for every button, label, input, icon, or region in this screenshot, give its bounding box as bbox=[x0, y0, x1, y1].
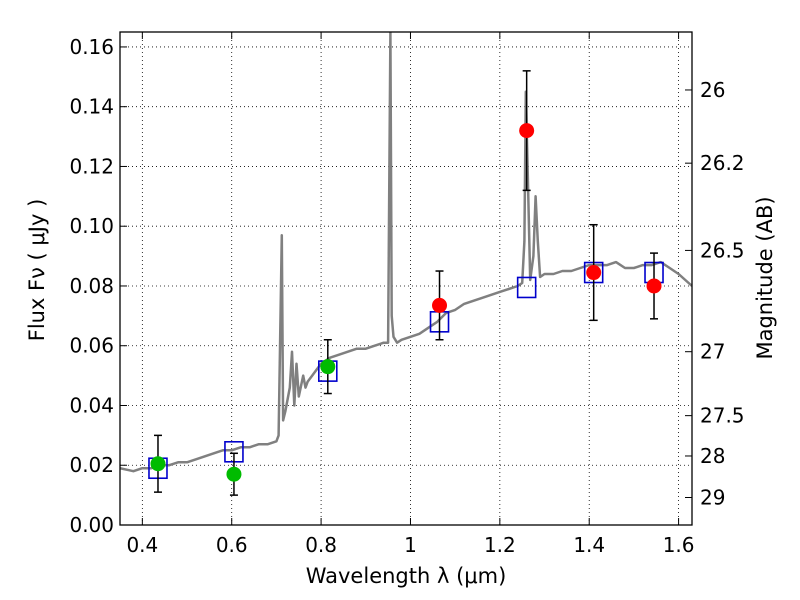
y-tick-label: 0.12 bbox=[69, 154, 114, 178]
y-tick-label: 0.08 bbox=[69, 274, 114, 298]
axes: 0.4 0.6 0.8 1 1.2 1.4 1.6 0.00 0.02 0.04 0.06 0.08 0… bbox=[69, 32, 745, 557]
x-tick-label: 0.8 bbox=[305, 533, 337, 557]
x-tick-label: 1 bbox=[404, 533, 417, 557]
plot-frame bbox=[119, 31, 693, 526]
x-tick-label: 0.4 bbox=[126, 533, 158, 557]
x-tick-label: 1.6 bbox=[663, 533, 695, 557]
x-tick-label: 0.6 bbox=[216, 533, 248, 557]
model-box-marker bbox=[516, 276, 537, 299]
green-photometry-point bbox=[226, 466, 242, 482]
y-tick-label: 0.10 bbox=[69, 214, 114, 238]
y2-axis-title: Magnitude (AB) bbox=[753, 196, 777, 359]
x-axis-title: Wavelength λ (μm) bbox=[306, 564, 507, 588]
y-tick-label: 0.14 bbox=[69, 95, 114, 119]
red-photometry-point bbox=[519, 123, 535, 139]
red-photometry-point bbox=[586, 265, 602, 281]
x-tick-label: 1.4 bbox=[573, 533, 605, 557]
red-photometry-point bbox=[646, 278, 662, 294]
y-tick-label: 0.02 bbox=[69, 453, 114, 477]
y-tick-label: 0.06 bbox=[69, 334, 114, 358]
y-tick-label: 0.00 bbox=[69, 513, 114, 537]
green-photometry-point bbox=[320, 359, 336, 375]
y-tick-label: 0.04 bbox=[69, 393, 114, 417]
y-tick-label: 0.16 bbox=[69, 35, 114, 59]
y2-tick-label: 27.5 bbox=[700, 404, 745, 428]
y2-tick-label: 27 bbox=[700, 340, 725, 364]
spectrum-line bbox=[120, 32, 692, 473]
y-axis-title: Flux Fν ( μJy ) bbox=[25, 199, 49, 342]
x-tick-label: 1.2 bbox=[484, 533, 516, 557]
y2-tick-label: 26.2 bbox=[700, 151, 745, 175]
green-photometry-point bbox=[150, 456, 166, 472]
y2-tick-label: 26 bbox=[700, 78, 725, 102]
grid-lines bbox=[120, 32, 692, 526]
red-photometry-point bbox=[432, 297, 448, 313]
y2-tick-label: 26.5 bbox=[700, 238, 745, 262]
y2-tick-label: 28 bbox=[700, 444, 725, 468]
plot-data bbox=[120, 32, 692, 496]
y2-tick-label: 29 bbox=[700, 486, 725, 510]
